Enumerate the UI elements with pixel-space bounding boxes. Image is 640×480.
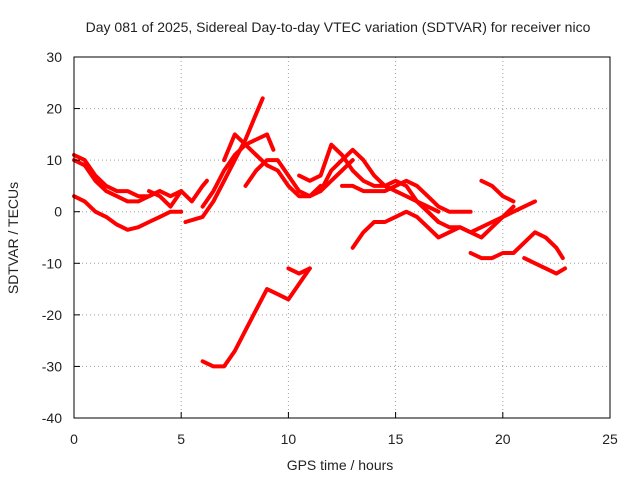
y-tick-label: -10: [42, 255, 62, 271]
series-line-track-11: [297, 142, 441, 224]
y-tick-label: -30: [42, 358, 62, 374]
y-axis-label: SDTVAR / TECUs: [5, 182, 21, 294]
series-line-track-10: [286, 266, 312, 276]
x-tick-label: 5: [177, 431, 185, 447]
y-tick-label: -20: [42, 307, 62, 323]
series-line-track-8: [243, 158, 323, 199]
y-tick-label: 20: [46, 101, 62, 117]
series-line-track-6: [200, 132, 276, 209]
series-line-track-18: [522, 256, 567, 276]
x-tick-label: 15: [388, 431, 404, 447]
series-line-track-13: [340, 178, 473, 214]
x-tick-label: 10: [281, 431, 297, 447]
y-tick-label: 30: [46, 49, 62, 65]
x-tick-label: 0: [70, 431, 78, 447]
series-line-track-15: [415, 199, 537, 235]
series-line-track-2: [72, 153, 184, 199]
y-tick-label: 0: [54, 204, 62, 220]
series-line-track-7: [222, 132, 355, 199]
series-line-track-17: [479, 178, 516, 204]
tick-labels: 0 5 10 15 20 25 30 20 10 0 -10 -20 -30 -40: [42, 49, 618, 447]
series-line-track-9: [200, 266, 312, 369]
x-tick-label: 20: [495, 431, 511, 447]
series-group: [72, 96, 567, 369]
series-line-track-14: [350, 204, 516, 250]
x-axis-label: GPS time / hours: [287, 457, 394, 473]
plot-frame: [73, 56, 611, 419]
chart-title: Day 081 of 2025, Sidereal Day-to-day VTE…: [86, 19, 591, 35]
series-line-track-5: [183, 96, 265, 224]
y-tick-label: -40: [42, 410, 62, 426]
series-line-track-16: [468, 230, 565, 261]
series-line-track-4: [147, 178, 209, 209]
series-line-track-3: [72, 194, 184, 232]
x-tick-label: 25: [602, 431, 618, 447]
y-tick-label: 10: [46, 152, 62, 168]
